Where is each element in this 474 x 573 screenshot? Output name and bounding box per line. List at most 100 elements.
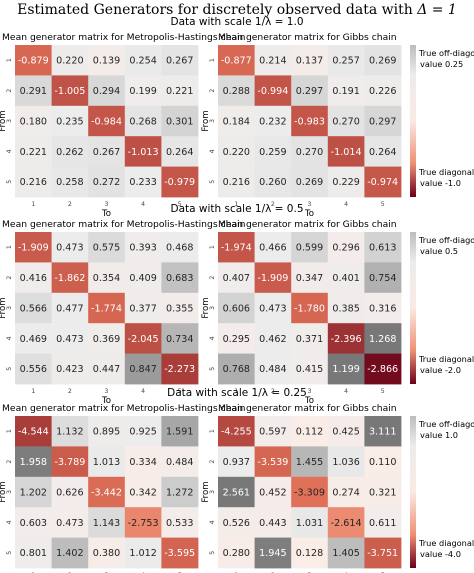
y-tick-label: 4	[6, 336, 13, 340]
heatmap-cell	[51, 476, 89, 508]
heatmap-cell	[15, 292, 52, 324]
x-tick-label: 1	[31, 388, 35, 395]
cell-label: -0.979	[164, 177, 195, 188]
heatmap-cell	[364, 416, 402, 447]
heatmap-cell	[161, 136, 199, 167]
heatmap-cell	[51, 416, 89, 447]
y-tick-label: 5	[6, 551, 13, 555]
cell-label: 0.847	[129, 364, 156, 375]
heatmap-cell	[364, 105, 402, 137]
cell-label: 0.626	[56, 487, 83, 498]
cell-label: 0.377	[129, 303, 156, 314]
cell-label: -1.862	[54, 273, 85, 284]
cell-label: 0.226	[369, 86, 396, 97]
cell-label: 0.291	[20, 86, 47, 97]
heatmap-cell	[364, 537, 402, 569]
cell-label: -4.544	[18, 427, 49, 438]
cell-label: 0.216	[223, 177, 250, 188]
x-tick-label: 4	[141, 201, 145, 208]
cell-label: -1.909	[18, 243, 49, 254]
cell-label: 1.143	[93, 518, 120, 529]
cell-label: 0.473	[56, 243, 83, 254]
cell-label: 0.683	[166, 273, 193, 284]
heatmap-cell	[291, 416, 329, 447]
heatmap-cell	[291, 292, 329, 324]
cell-label: 2.561	[223, 487, 250, 498]
cell-label: 0.895	[93, 427, 120, 438]
cell-label: 1.402	[56, 548, 83, 559]
colorbar-bottom-label: True diagonal	[418, 538, 474, 548]
heatmap-cell	[15, 75, 52, 107]
heatmap-cell	[291, 323, 329, 354]
y-tick-label: 2	[209, 460, 216, 464]
cell-label: 0.267	[93, 147, 120, 158]
heatmap-cell	[254, 262, 292, 294]
cell-label: -0.879	[18, 56, 49, 67]
cell-label: 1.405	[332, 548, 359, 559]
x-tick-label: 4	[344, 201, 348, 208]
heatmap-cell	[124, 323, 162, 354]
cell-label: 0.258	[56, 177, 83, 188]
cell-label: 0.477	[56, 303, 83, 314]
heatmap-cell	[291, 105, 329, 137]
cell-label: 0.380	[93, 548, 120, 559]
heatmap-cell	[88, 446, 126, 478]
heatmap-cell	[51, 136, 89, 167]
cell-label: 0.734	[166, 334, 193, 345]
group-title: Data with scale 1/λ = 1.0	[170, 16, 303, 28]
heatmap-cell	[254, 166, 292, 198]
heatmap-cell	[88, 45, 126, 76]
x-tick-label: 1	[234, 201, 238, 208]
cell-label: -3.539	[257, 457, 288, 468]
cell-label: 0.423	[56, 364, 83, 375]
y-tick-label: 4	[209, 336, 216, 340]
cell-label: 1.268	[369, 334, 396, 345]
heatmap-cell	[291, 446, 329, 478]
heatmap-cell	[161, 75, 199, 107]
cell-label: 0.220	[223, 147, 250, 158]
y-tick-label: 1	[6, 245, 13, 249]
heatmap-cell	[327, 136, 365, 167]
x-tick-label: 3	[105, 388, 109, 395]
cell-label: 0.180	[20, 116, 47, 127]
cell-label: 0.425	[332, 427, 359, 438]
heatmap-cell	[218, 507, 255, 538]
heatmap-cell	[218, 75, 255, 107]
y-tick-label: 2	[209, 276, 216, 280]
y-tick-label: 1	[6, 429, 13, 433]
panel-title: Mean generator matrix for Metropolis-Has…	[2, 32, 246, 43]
cell-label: 1.958	[20, 457, 47, 468]
cell-label: 0.288	[223, 86, 250, 97]
x-tick-label: 2	[271, 388, 275, 395]
colorbar-bottom-label: value -2.0	[420, 365, 461, 375]
cell-label: 1.272	[166, 487, 193, 498]
y-tick-label: 1	[209, 245, 216, 249]
x-tick-label: 4	[344, 388, 348, 395]
cell-label: 0.221	[166, 86, 193, 97]
heatmap-cell	[161, 446, 199, 478]
cell-label: 0.128	[296, 548, 323, 559]
x-axis-label: To	[304, 209, 314, 219]
cell-label: 0.184	[223, 116, 250, 127]
cell-label: 0.447	[93, 364, 120, 375]
y-tick-label: 3	[6, 306, 13, 310]
cell-label: -0.974	[367, 177, 398, 188]
cell-label: 0.233	[129, 177, 156, 188]
y-tick-label: 3	[6, 119, 13, 123]
heatmap-cell	[88, 507, 126, 538]
heatmap-cell	[218, 136, 255, 167]
heatmap-cell	[218, 45, 255, 76]
y-axis-label: From	[201, 297, 211, 318]
heatmap-cell	[254, 292, 292, 324]
heatmap-cell	[327, 353, 365, 385]
y-tick-label: 5	[6, 180, 13, 184]
heatmap-cell	[254, 232, 292, 263]
heatmap-cell	[254, 105, 292, 137]
cell-label: 0.321	[369, 487, 396, 498]
cell-label: 0.264	[166, 147, 193, 158]
colorbar-bottom-label: True diagonal	[418, 354, 474, 364]
y-tick-label: 3	[209, 306, 216, 310]
heatmap-panel-gibbs: Mean generator matrix for Gibbs chain -1.…	[201, 219, 402, 406]
cell-label: 0.409	[129, 273, 156, 284]
cell-label: 0.259	[259, 147, 286, 158]
